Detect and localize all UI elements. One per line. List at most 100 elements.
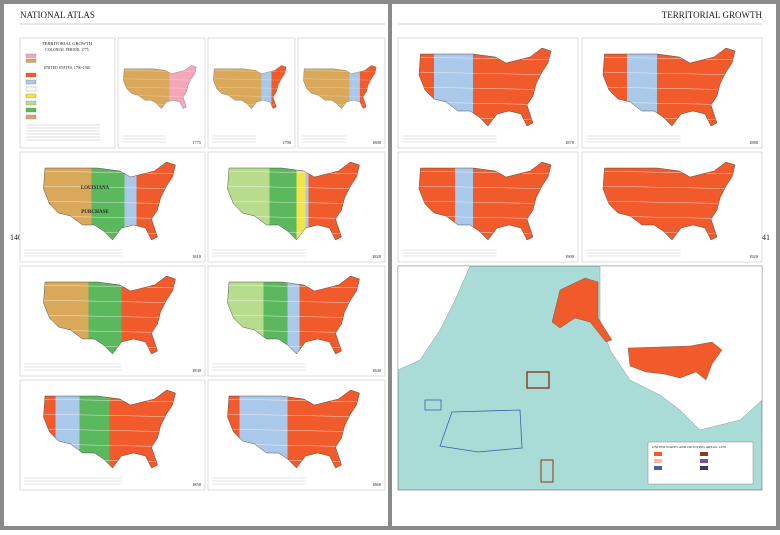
- legend-swatch: [25, 53, 37, 58]
- map-label: LOUISIANA: [81, 186, 110, 191]
- us-outline: [227, 275, 360, 355]
- us-outline: [43, 161, 176, 241]
- map-label: PURCHASE: [81, 210, 109, 215]
- state-border: [227, 413, 360, 418]
- map-panel: 1920: [581, 151, 763, 263]
- map-panel: 1775: [117, 37, 206, 149]
- legend-swatch: [25, 86, 37, 92]
- us-outline: [602, 47, 736, 127]
- state-border: [227, 299, 360, 304]
- legend-title: TERRITORIAL GROWTH: [42, 41, 93, 46]
- us-outline: [418, 161, 552, 241]
- state-border: [603, 71, 735, 76]
- map-region: [287, 276, 300, 354]
- map-panel: 1870: [397, 37, 579, 149]
- map-panel: 1850: [19, 379, 206, 491]
- map-year: 1860: [372, 482, 382, 487]
- map-panel: 1810: [19, 151, 206, 263]
- map-panel: 1900: [397, 151, 579, 263]
- us-outline: [602, 161, 736, 241]
- pacific-legend-title: UNITED STATES AND OUTLYING AREAS, 1970: [652, 445, 726, 450]
- legend-swatch: [25, 93, 37, 99]
- map-panel: 1830: [19, 265, 206, 377]
- us-outline: [43, 389, 176, 469]
- map-year: 1820: [372, 254, 382, 259]
- contiguous-us: [627, 341, 723, 381]
- us-outline: [418, 47, 552, 127]
- map-panel: 1820: [207, 151, 386, 263]
- legend-swatch: [700, 459, 708, 463]
- map-region: [296, 162, 306, 240]
- map-region: [261, 65, 272, 109]
- pacific-map: UNITED STATES AND OUTLYING AREAS, 1970: [397, 265, 763, 491]
- legend-heading: UNITED STATES, 1790-1920: [44, 66, 91, 71]
- state-border: [213, 78, 287, 81]
- map-year: 1920: [749, 254, 759, 259]
- state-border: [419, 71, 551, 76]
- state-border: [43, 299, 176, 304]
- state-border: [43, 170, 176, 175]
- map-year: 1850: [192, 482, 202, 487]
- state-border: [603, 170, 735, 175]
- map-year: 1800: [372, 140, 382, 145]
- legend-swatch: [25, 79, 37, 85]
- state-border: [227, 398, 360, 403]
- map-year: 1880: [749, 140, 759, 145]
- legend-swatch: [25, 100, 37, 106]
- map-region: [455, 162, 473, 240]
- state-border: [43, 284, 176, 289]
- header-right: TERRITORIAL GROWTH: [662, 10, 763, 20]
- trust-territory: [439, 409, 523, 453]
- map-region: [124, 162, 137, 240]
- samoa-box: [540, 459, 554, 483]
- map-panel: 1860: [207, 379, 386, 491]
- legend-swatch: [700, 466, 708, 470]
- map-panel: 1880: [581, 37, 763, 149]
- state-border: [303, 70, 377, 73]
- state-border: [123, 78, 197, 81]
- state-border: [227, 185, 360, 190]
- map-panel: 1800: [297, 37, 386, 149]
- map-year: 1870: [565, 140, 575, 145]
- legend-swatch: [25, 58, 37, 63]
- map-year: 1830: [192, 368, 202, 373]
- us-outline: [43, 275, 176, 355]
- outlying-box: [424, 399, 442, 411]
- page-number: 141: [758, 233, 770, 242]
- page-number: 140: [10, 233, 22, 242]
- state-border: [43, 185, 176, 190]
- asia-land: [397, 265, 471, 371]
- state-border: [419, 170, 551, 175]
- state-border: [43, 398, 176, 403]
- us-outline: [303, 65, 377, 109]
- legend-swatch: [700, 452, 708, 456]
- state-border: [227, 284, 360, 289]
- state-border: [603, 185, 735, 190]
- hawaii-box: [526, 371, 550, 389]
- state-border: [419, 56, 551, 61]
- legend-swatch: [25, 107, 37, 113]
- us-outline: [123, 65, 197, 109]
- state-border: [213, 70, 287, 73]
- legend-swatch: [25, 72, 37, 78]
- map-year: 1775: [192, 140, 202, 145]
- state-border: [419, 185, 551, 190]
- alaska: [551, 277, 613, 343]
- us-outline: [227, 389, 360, 469]
- map-panel: 1840: [207, 265, 386, 377]
- state-border: [303, 78, 377, 81]
- map-region: [305, 162, 309, 240]
- map-panel: 1790: [207, 37, 296, 149]
- legend-heading: COLONIAL PERIOD, 1775: [45, 48, 89, 53]
- state-border: [227, 170, 360, 175]
- us-outline: [227, 161, 360, 241]
- map-region: [349, 65, 360, 109]
- header-left: NATIONAL ATLAS: [20, 10, 95, 20]
- legend-swatch: [25, 114, 37, 120]
- legend-swatch: [654, 459, 662, 463]
- map-year: 1840: [372, 368, 382, 373]
- legend-swatch: [654, 452, 662, 456]
- legend-swatch: [654, 466, 662, 470]
- map-year: 1900: [565, 254, 575, 259]
